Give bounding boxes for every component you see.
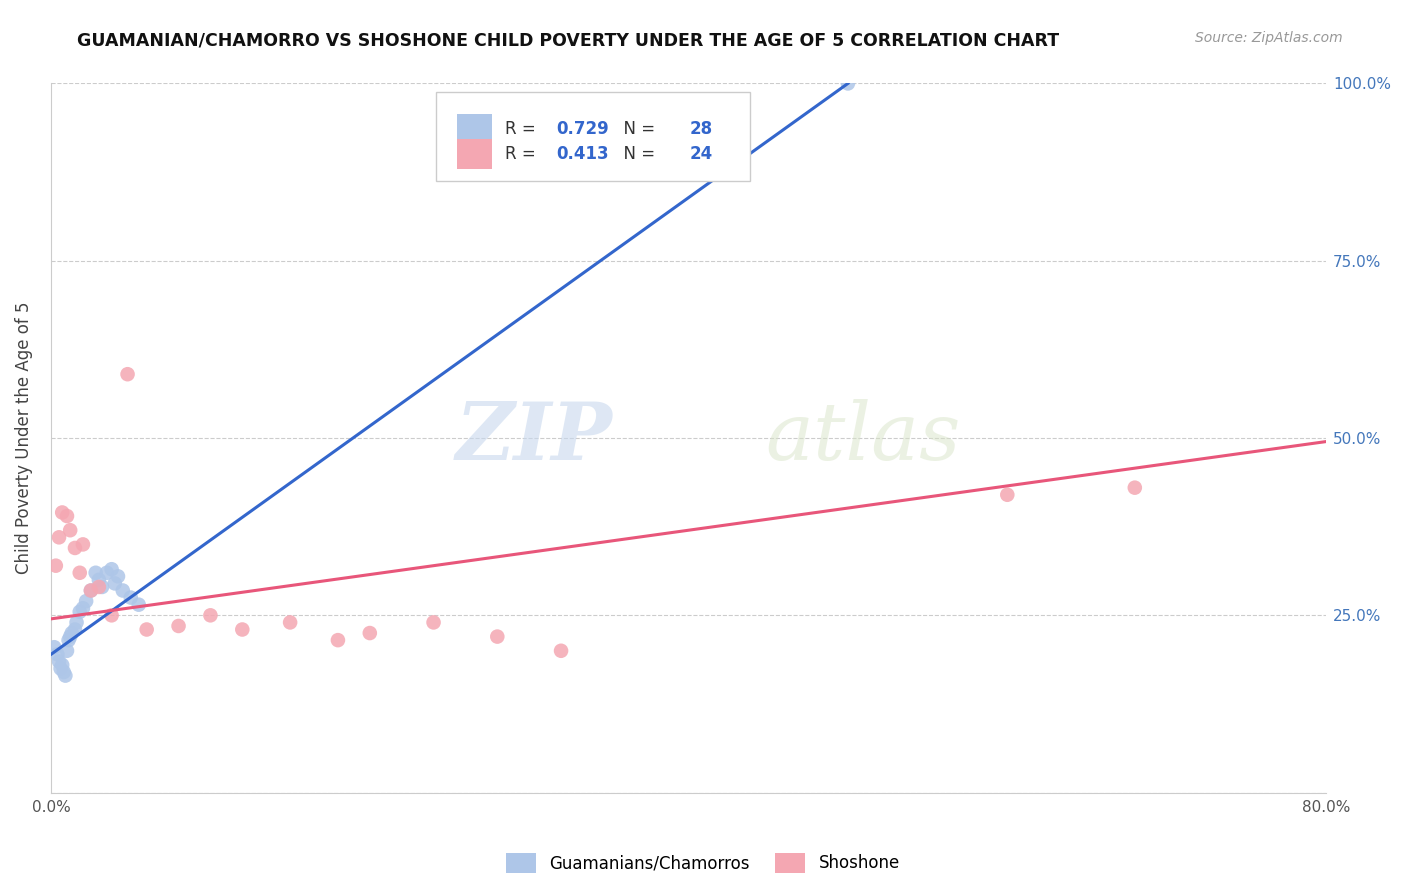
Point	[55, 668, 77, 682]
Point	[58, 633, 80, 648]
Point	[422, 615, 444, 630]
Text: atlas: atlas	[765, 400, 960, 477]
Point	[46, 648, 69, 662]
Point	[80, 583, 103, 598]
Point	[96, 566, 118, 580]
Point	[550, 644, 572, 658]
Point	[128, 598, 150, 612]
Point	[135, 623, 157, 637]
Text: 24: 24	[690, 145, 713, 163]
Point	[59, 630, 82, 644]
Point	[80, 583, 103, 598]
Point	[52, 665, 75, 679]
Text: 0.729: 0.729	[555, 120, 609, 138]
Point	[48, 655, 70, 669]
Point	[91, 580, 114, 594]
Point	[104, 576, 127, 591]
Point	[359, 626, 381, 640]
Text: N =: N =	[613, 145, 661, 163]
Y-axis label: Child Poverty Under the Age of 5: Child Poverty Under the Age of 5	[15, 301, 32, 574]
FancyBboxPatch shape	[457, 114, 492, 144]
FancyBboxPatch shape	[436, 92, 749, 181]
Point	[1123, 481, 1146, 495]
Point	[486, 630, 509, 644]
Text: Source: ZipAtlas.com: Source: ZipAtlas.com	[1195, 31, 1343, 45]
Point	[69, 566, 91, 580]
Point	[117, 368, 139, 382]
FancyBboxPatch shape	[457, 139, 492, 169]
Point	[75, 594, 97, 608]
Point	[84, 566, 107, 580]
Text: GUAMANIAN/CHAMORRO VS SHOSHONE CHILD POVERTY UNDER THE AGE OF 5 CORRELATION CHAR: GUAMANIAN/CHAMORRO VS SHOSHONE CHILD POV…	[77, 31, 1060, 49]
Point	[60, 626, 83, 640]
Text: ZIP: ZIP	[456, 400, 612, 477]
Point	[200, 608, 222, 623]
Point	[51, 657, 73, 672]
Legend: Guamanians/Chamorros, Shoshone: Guamanians/Chamorros, Shoshone	[499, 847, 907, 880]
Point	[48, 530, 70, 544]
Point	[995, 488, 1018, 502]
Point	[63, 541, 86, 555]
Point	[100, 608, 122, 623]
Text: R =: R =	[505, 145, 541, 163]
Point	[231, 623, 253, 637]
Point	[49, 661, 72, 675]
Point	[120, 591, 142, 605]
Point	[837, 77, 859, 91]
Text: N =: N =	[613, 120, 661, 138]
Point	[63, 623, 86, 637]
Point	[69, 605, 91, 619]
Point	[72, 537, 94, 551]
Point	[44, 640, 66, 655]
Point	[56, 644, 79, 658]
Point	[56, 509, 79, 524]
Point	[107, 569, 129, 583]
Point	[72, 601, 94, 615]
Point	[59, 523, 82, 537]
Point	[100, 562, 122, 576]
Point	[87, 573, 110, 587]
Text: 28: 28	[690, 120, 713, 138]
Point	[51, 506, 73, 520]
Point	[167, 619, 190, 633]
Point	[45, 558, 67, 573]
Point	[326, 633, 349, 648]
Point	[87, 580, 110, 594]
Point	[111, 583, 134, 598]
Point	[278, 615, 301, 630]
Text: R =: R =	[505, 120, 541, 138]
Text: 0.413: 0.413	[555, 145, 609, 163]
Point	[65, 615, 87, 630]
